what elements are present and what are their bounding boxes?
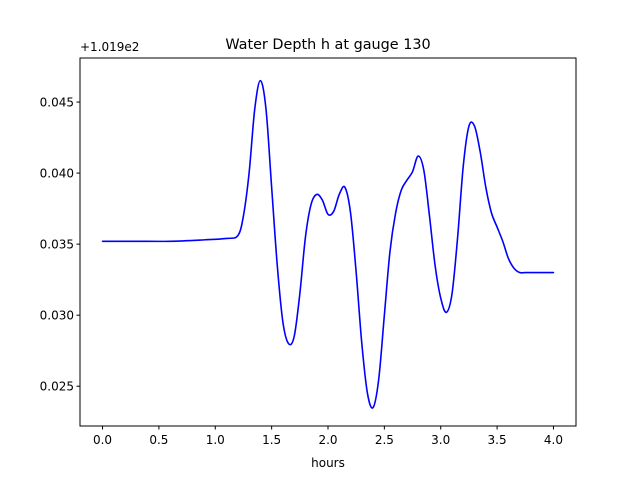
x-tick-label: 2.0 xyxy=(318,433,337,447)
x-tick-label: 3.0 xyxy=(431,433,450,447)
y-tick-label: 0.030 xyxy=(40,309,74,323)
x-tick-label: 0.0 xyxy=(93,433,112,447)
x-tick-label: 4.0 xyxy=(544,433,563,447)
plot-frame xyxy=(79,57,577,427)
y-tick-label: 0.040 xyxy=(40,167,74,181)
x-axis-ticks: 0.0 0.5 1.0 1.5 2.0 2.5 3.0 3.5 4.0 xyxy=(93,426,563,447)
series-group xyxy=(101,79,555,409)
x-tick-label: 2.5 xyxy=(375,433,394,447)
x-tick-label: 0.5 xyxy=(149,433,168,447)
series-line xyxy=(101,79,555,409)
y-offset-label: +1.019e2 xyxy=(80,40,139,54)
x-tick-label: 3.5 xyxy=(488,433,507,447)
y-tick-label: 0.035 xyxy=(40,238,74,252)
x-tick-label: 1.0 xyxy=(206,433,225,447)
y-tick-label: 0.025 xyxy=(40,380,74,394)
y-tick-label: 0.045 xyxy=(40,96,74,110)
x-axis-label: hours xyxy=(311,456,345,470)
y-axis-ticks: 0.025 0.030 0.035 0.040 0.045 xyxy=(40,96,80,394)
x-tick-label: 1.5 xyxy=(262,433,281,447)
chart-title: Water Depth h at gauge 130 xyxy=(225,37,430,53)
